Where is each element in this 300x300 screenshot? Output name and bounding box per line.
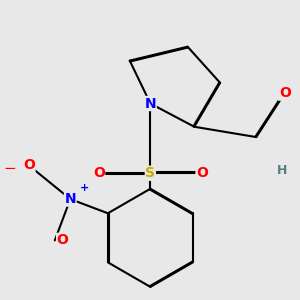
Text: S: S <box>146 166 155 180</box>
Text: N: N <box>64 192 76 206</box>
Text: N: N <box>145 97 156 110</box>
Text: O: O <box>23 158 35 172</box>
Text: O: O <box>57 233 68 248</box>
Text: O: O <box>196 166 208 180</box>
Text: −: − <box>3 160 16 175</box>
Text: O: O <box>279 86 291 100</box>
Text: +: + <box>80 183 89 193</box>
Text: O: O <box>93 166 105 180</box>
Text: H: H <box>277 164 287 177</box>
